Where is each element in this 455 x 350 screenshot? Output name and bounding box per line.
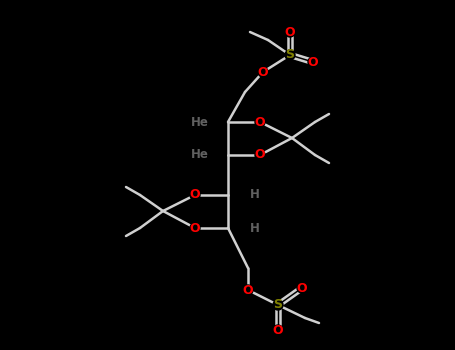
Circle shape — [308, 57, 318, 67]
Text: O: O — [297, 281, 307, 294]
Circle shape — [190, 190, 200, 200]
Circle shape — [243, 285, 253, 295]
Circle shape — [273, 325, 283, 335]
Text: O: O — [273, 323, 283, 336]
Text: He: He — [191, 116, 209, 128]
Circle shape — [190, 223, 200, 233]
Text: O: O — [255, 116, 265, 128]
Text: O: O — [308, 56, 318, 69]
Circle shape — [255, 150, 265, 160]
Circle shape — [297, 283, 307, 293]
Text: O: O — [285, 26, 295, 38]
Circle shape — [258, 67, 268, 77]
Text: O: O — [243, 284, 253, 296]
Text: O: O — [190, 222, 200, 235]
Circle shape — [285, 50, 295, 60]
Text: S: S — [285, 49, 294, 62]
Circle shape — [273, 300, 283, 310]
Text: S: S — [273, 299, 283, 312]
Text: O: O — [255, 148, 265, 161]
Text: He: He — [191, 148, 209, 161]
Text: O: O — [190, 189, 200, 202]
Text: H: H — [250, 222, 260, 235]
Circle shape — [285, 27, 295, 37]
Text: O: O — [258, 65, 268, 78]
Text: H: H — [250, 189, 260, 202]
Circle shape — [255, 117, 265, 127]
